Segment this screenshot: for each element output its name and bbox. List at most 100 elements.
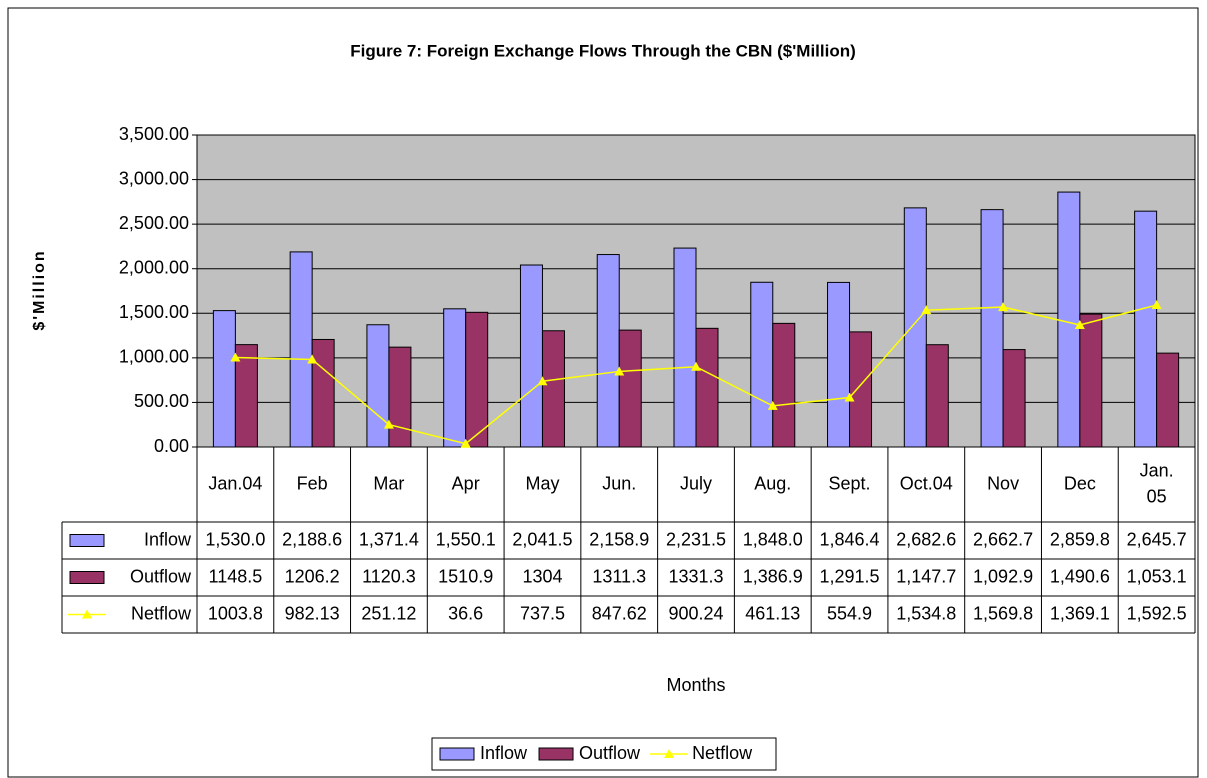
table-value: 1,490.6	[1050, 566, 1110, 586]
bar	[366, 324, 390, 448]
bar	[695, 327, 719, 448]
x-tick-label: Aug.	[754, 473, 791, 493]
bar	[827, 281, 851, 448]
legend-key	[538, 747, 574, 761]
y-tick-label: 3,000.00	[119, 168, 189, 188]
line-marker	[230, 352, 241, 362]
y-tick-label: 2,000.00	[119, 257, 189, 277]
table-value: 1,534.8	[896, 603, 956, 623]
bar	[234, 344, 258, 448]
table-value: 1,386.9	[743, 566, 803, 586]
table-series-name: Inflow	[144, 529, 192, 549]
table-value: 1,848.0	[743, 529, 803, 549]
x-tick-label: Mar	[373, 473, 404, 493]
table-value: 847.62	[592, 603, 647, 623]
bar	[519, 264, 543, 448]
x-tick-label: Jun.	[602, 473, 636, 493]
table-value: 1003.8	[208, 603, 263, 623]
table-value: 1304	[522, 566, 562, 586]
bar	[1002, 349, 1026, 448]
table-series-name: Netflow	[131, 603, 192, 623]
x-tick-label: Jan.04	[208, 473, 262, 493]
y-tick-label: 500.00	[134, 391, 189, 411]
table-value: 982.13	[285, 603, 340, 623]
table-value: 1,550.1	[436, 529, 496, 549]
line-marker	[844, 392, 855, 402]
table-value: 1510.9	[438, 566, 493, 586]
table-value: 1,569.8	[973, 603, 1033, 623]
y-axis-label: $'Million	[31, 249, 48, 330]
table-value: 2,682.6	[896, 529, 956, 549]
bar	[465, 311, 489, 448]
line-marker	[767, 400, 778, 410]
line-marker	[383, 419, 394, 429]
bar	[1134, 210, 1158, 448]
table-value: 1,369.1	[1050, 603, 1110, 623]
table-value: 1206.2	[285, 566, 340, 586]
table-legend-key	[82, 609, 92, 619]
table-value: 2,859.8	[1050, 529, 1110, 549]
table-value: 1120.3	[362, 566, 416, 586]
x-tick-label: Sept.	[829, 473, 871, 493]
table-value: 2,041.5	[512, 529, 572, 549]
table-value: 1,147.7	[896, 566, 956, 586]
y-tick-label: 1,500.00	[119, 302, 189, 322]
table-series-name: Outflow	[130, 566, 192, 586]
table-legend-key	[69, 534, 105, 547]
table-value: 1331.3	[668, 566, 723, 586]
x-tick-label: Apr	[452, 473, 480, 493]
table-value: 1,092.9	[973, 566, 1033, 586]
table-value: 2,645.7	[1127, 529, 1187, 549]
bar	[1057, 191, 1081, 448]
line-marker	[614, 366, 625, 376]
table-value: 737.5	[520, 603, 565, 623]
legend-label: Outflow	[579, 743, 641, 763]
bar	[311, 338, 335, 448]
x-tick-label: Feb	[297, 473, 328, 493]
line-marker	[921, 305, 932, 315]
table-value: 1,592.5	[1127, 603, 1187, 623]
table-value: 1311.3	[592, 566, 646, 586]
line-marker	[1151, 300, 1162, 310]
x-tick-label: Oct.04	[900, 473, 953, 493]
x-tick-label: Dec	[1064, 473, 1096, 493]
bar	[289, 251, 313, 448]
x-tick-label: May	[525, 473, 559, 493]
table-value: 2,662.7	[973, 529, 1033, 549]
legend-key	[664, 749, 675, 758]
legend-box	[431, 737, 777, 771]
y-tick-label: 3,500.00	[119, 124, 189, 144]
line-marker	[1074, 319, 1085, 329]
table-value: 900.24	[668, 603, 723, 623]
bar	[212, 310, 236, 448]
bar	[903, 207, 927, 448]
bar	[1079, 313, 1103, 448]
line-marker	[998, 302, 1009, 312]
x-axis-label: Months	[666, 675, 725, 695]
table-value: 1148.5	[209, 566, 263, 586]
x-tick-label: July	[680, 473, 712, 493]
table-value: 1,846.4	[820, 529, 880, 549]
table-value: 2,188.6	[282, 529, 342, 549]
y-tick-label: 1,000.00	[119, 347, 189, 367]
bar	[388, 346, 412, 448]
chart-title: Figure 7: Foreign Exchange Flows Through…	[350, 41, 856, 60]
table-value: 554.9	[827, 603, 872, 623]
table-value: 1,530.0	[205, 529, 265, 549]
bar	[673, 247, 697, 448]
line-marker	[460, 438, 471, 448]
legend-key	[439, 747, 475, 761]
x-tick-label: Nov	[987, 473, 1019, 493]
bar	[772, 322, 796, 448]
bar	[925, 344, 949, 448]
table-legend-key	[69, 571, 105, 584]
x-tick-label: Jan. 05	[1140, 460, 1174, 506]
legend-label: Netflow	[692, 743, 753, 763]
table-value: 2,231.5	[666, 529, 726, 549]
bar	[849, 331, 873, 448]
table-value: 2,158.9	[589, 529, 649, 549]
bar	[541, 330, 565, 448]
y-tick-label: 2,500.00	[119, 213, 189, 233]
